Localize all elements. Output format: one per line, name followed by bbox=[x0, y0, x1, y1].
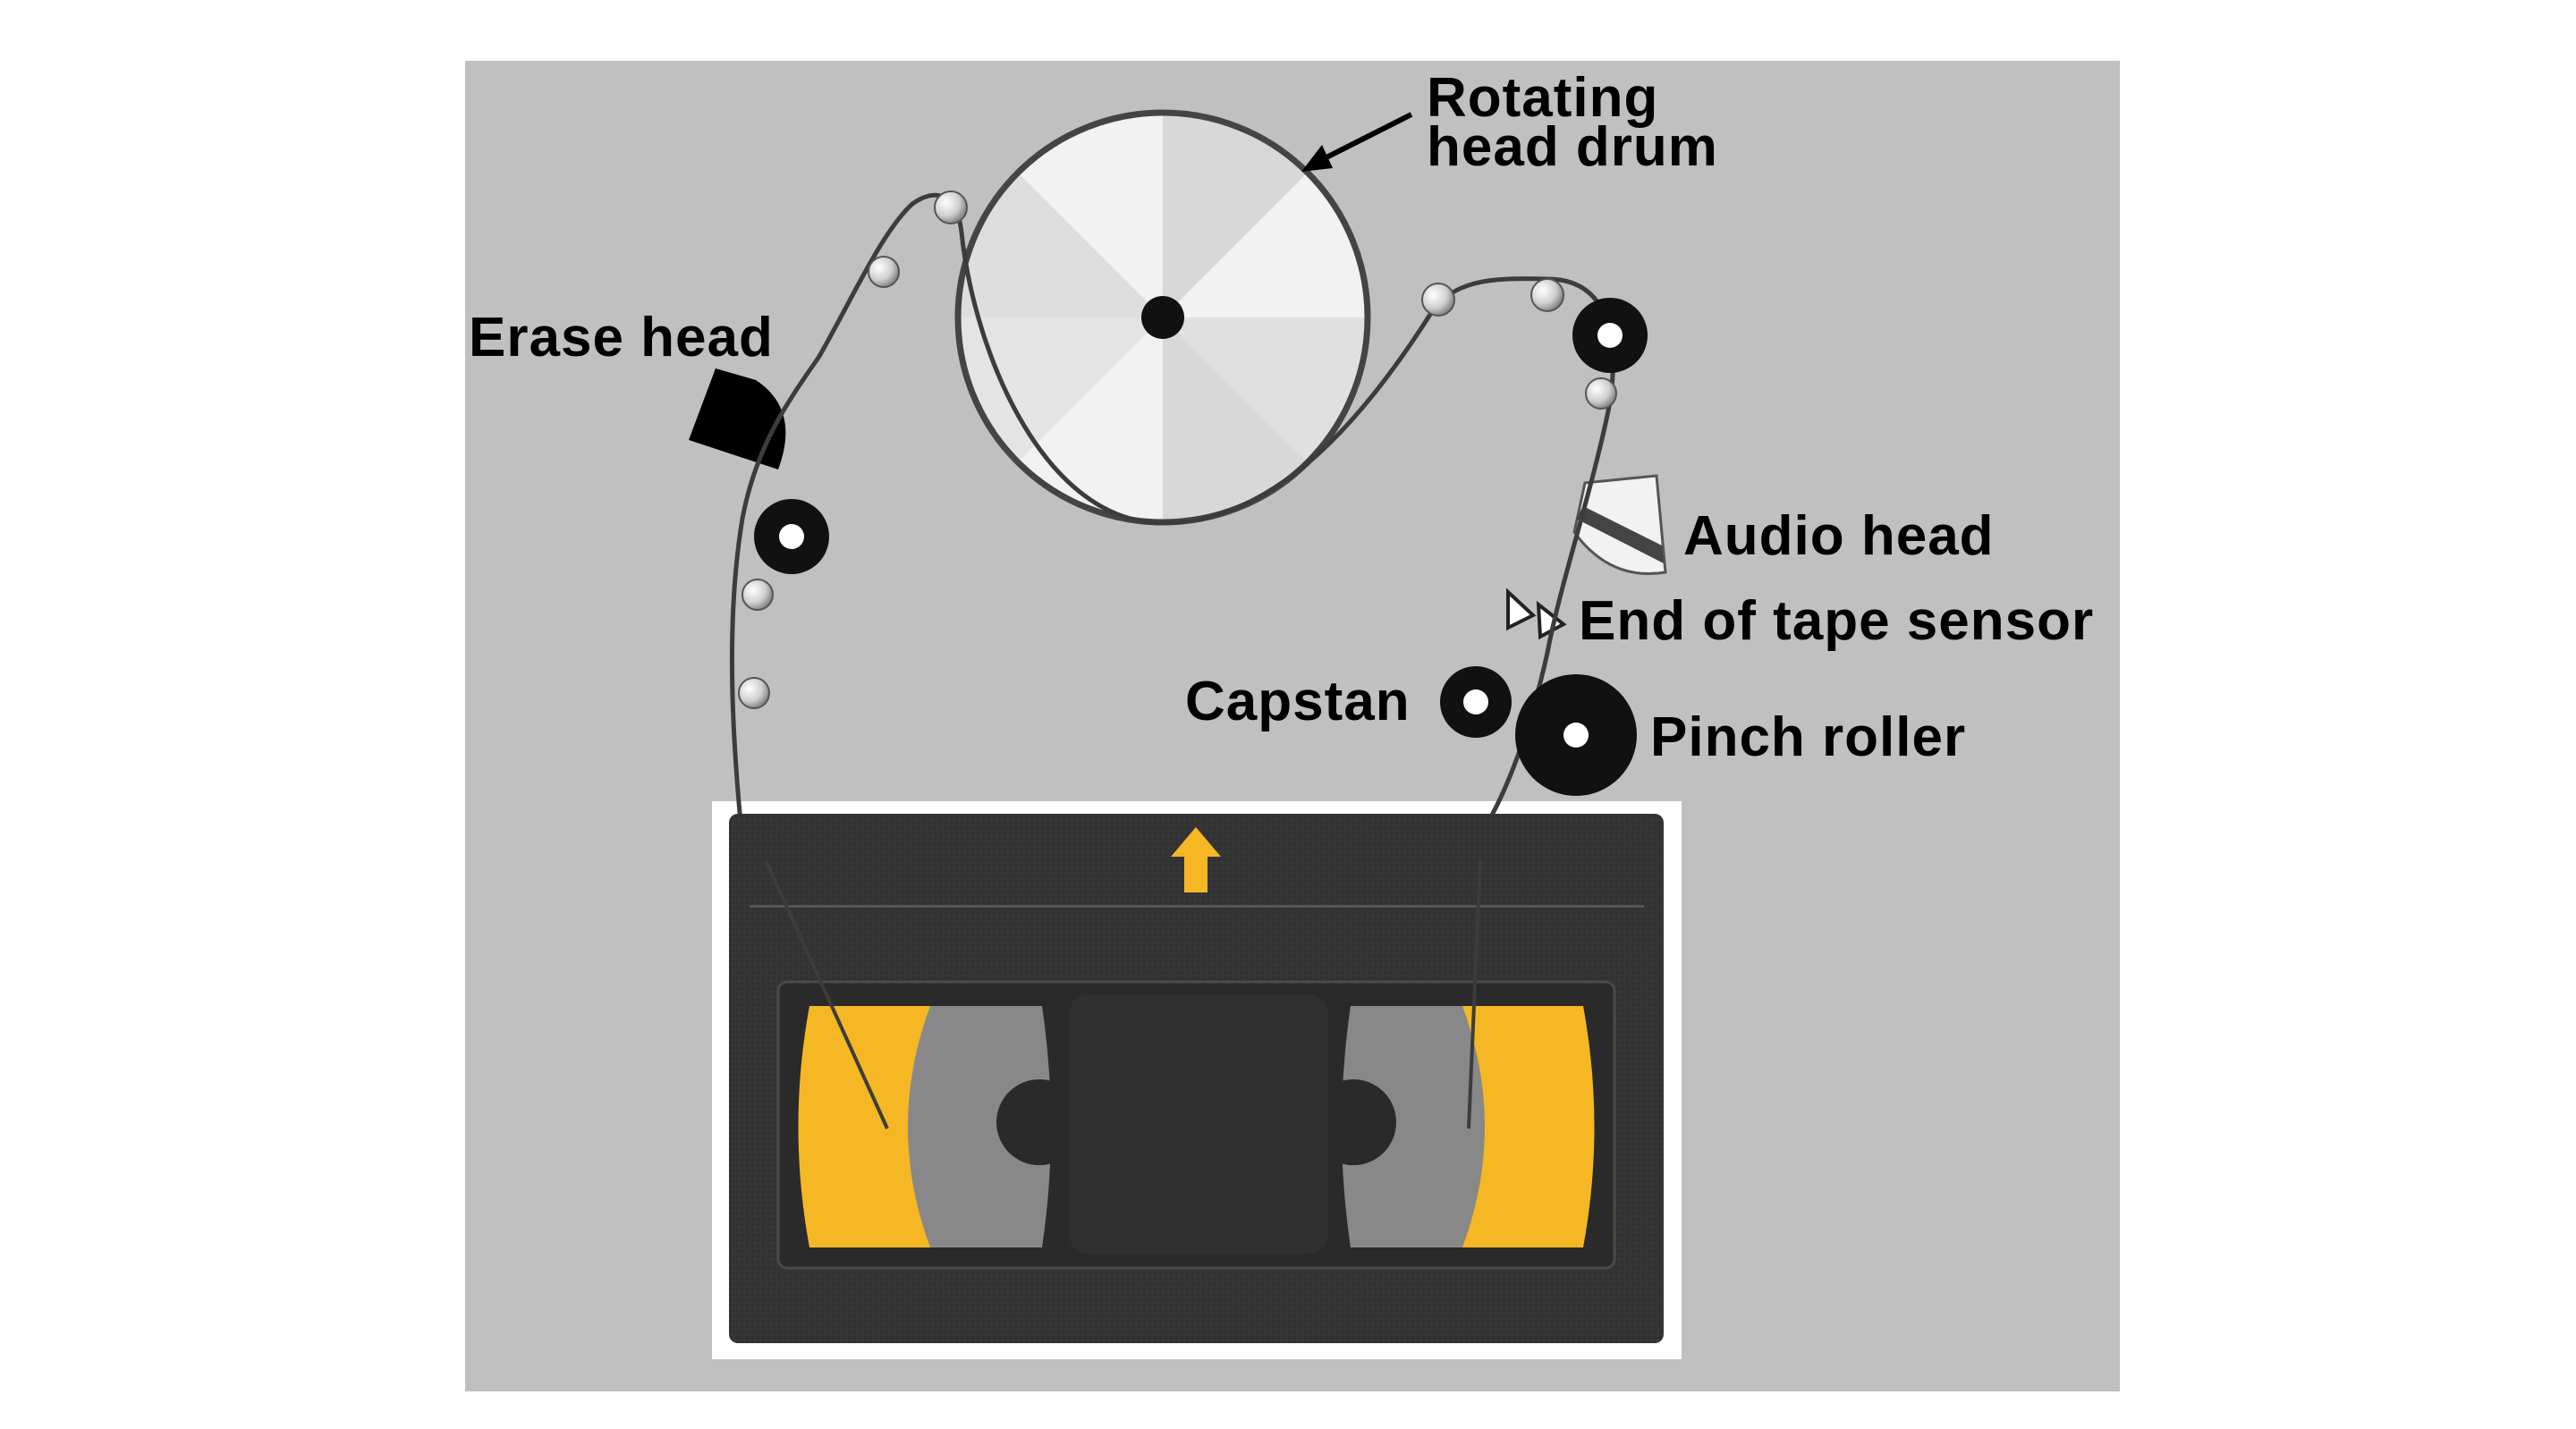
tape-guide bbox=[1585, 377, 1617, 410]
tape-guide bbox=[1421, 283, 1455, 317]
label-rotating-line2: head drum bbox=[1427, 116, 1718, 178]
label-pinch-roller: Pinch roller bbox=[1650, 706, 1966, 768]
tape-guide bbox=[1530, 278, 1564, 312]
tape-guide bbox=[738, 677, 770, 709]
label-rotating-line1: Rotating bbox=[1427, 67, 1658, 129]
erase-head-icon bbox=[689, 368, 786, 469]
label-capstan: Capstan bbox=[1185, 671, 1411, 732]
drum-spindle bbox=[1141, 296, 1184, 339]
audio-head-icon bbox=[1572, 474, 1667, 576]
cassette-center-window bbox=[1069, 994, 1328, 1254]
label-end-of-tape-sensor: End of tape sensor bbox=[1579, 590, 2094, 652]
reel-right bbox=[1310, 1006, 1595, 1247]
rotating-head-drum bbox=[954, 109, 1371, 526]
capstan-icon bbox=[1440, 666, 1512, 738]
label-audio-head: Audio head bbox=[1683, 505, 1995, 567]
label-erase-head: Erase head bbox=[469, 307, 774, 368]
pinch-roller-icon bbox=[1515, 674, 1637, 796]
vhs-cassette bbox=[729, 814, 1664, 1343]
up-arrow-icon bbox=[1171, 827, 1221, 892]
drum-pointer-arrow bbox=[1301, 112, 1413, 172]
tension-roller-right bbox=[1572, 298, 1648, 373]
tape-guide bbox=[741, 579, 774, 611]
reel-left bbox=[798, 1006, 1082, 1247]
tension-roller-left bbox=[754, 499, 829, 574]
tape-guide bbox=[934, 190, 968, 224]
tape-guide bbox=[868, 256, 900, 288]
tape-path bbox=[729, 192, 1615, 842]
